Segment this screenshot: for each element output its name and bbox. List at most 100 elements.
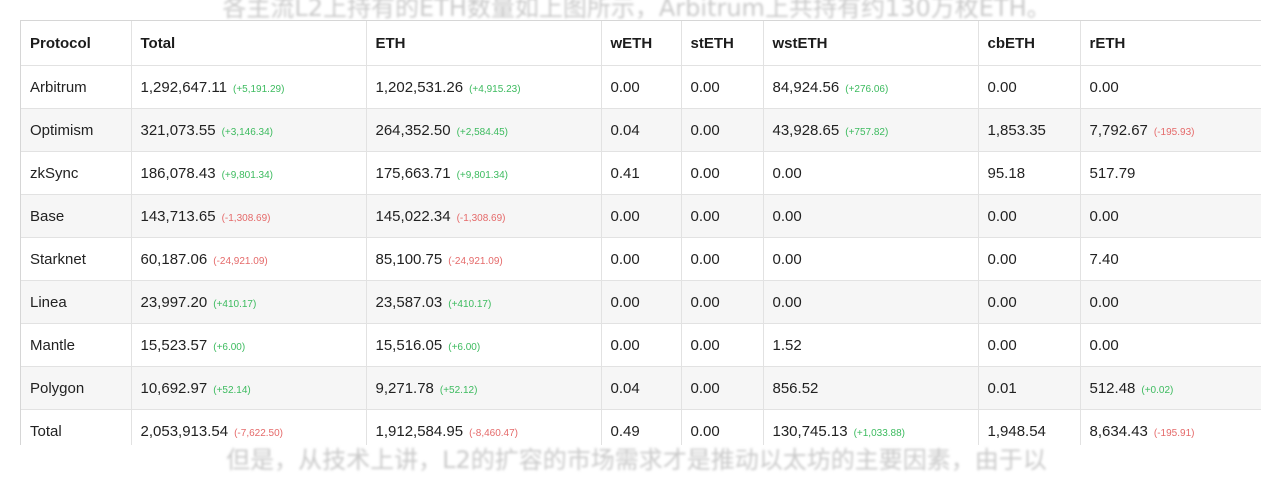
cell-wsteth: 0.00 [763, 194, 979, 238]
cell-eth: 175,663.71 (+9,801.34) [366, 151, 602, 195]
table-row: Arbitrum 1,292,647.11 (+5,191.29) 1,202,531… [21, 65, 1261, 109]
table-row: zkSync 186,078.43 (+9,801.34) 175,663.71 (+9… [21, 151, 1261, 195]
cell-eth: 1,202,531.26 (+4,915.23) [366, 65, 602, 109]
cell-cbeth: 0.00 [978, 280, 1081, 324]
cell-delta: (+9,801.34) [221, 169, 274, 181]
cell-value: 856.52 [772, 379, 819, 397]
cell-value: 186,078.43 [140, 164, 216, 182]
cell-value: 1,853.35 [987, 121, 1046, 139]
cell-eth: 1,912,584.95 (-8,460.47) [366, 409, 602, 445]
cell-delta: (-195.91) [1153, 427, 1195, 439]
cell-value: 0.00 [690, 164, 720, 182]
cell-wsteth: 43,928.65 (+757.82) [763, 108, 979, 152]
header-reth: rETH [1080, 21, 1261, 66]
cell-protocol: Base [21, 194, 132, 238]
cell-total: 1,292,647.11 (+5,191.29) [131, 65, 367, 109]
cell-delta: (+410.17) [213, 298, 257, 310]
cell-delta: (-1,308.69) [221, 212, 271, 224]
cell-total: 60,187.06 (-24,921.09) [131, 237, 367, 281]
cell-value: 0.04 [610, 121, 640, 139]
cell-reth: 0.00 [1080, 194, 1261, 238]
cell-value: 0.04 [610, 379, 640, 397]
cell-delta: (-7,622.50) [234, 427, 284, 439]
cell-reth: 0.00 [1080, 323, 1261, 367]
cell-value: 23,997.20 [140, 293, 208, 311]
cell-delta: (+6.00) [213, 341, 246, 353]
cell-value: 95.18 [987, 164, 1026, 182]
cell-protocol: Optimism [21, 108, 132, 152]
cell-value: 143,713.65 [140, 207, 216, 225]
header-protocol: Protocol [21, 21, 132, 66]
cell-value: 0.00 [772, 207, 802, 225]
cell-value: 0.00 [690, 336, 720, 354]
cell-delta: (-24,921.09) [213, 255, 268, 267]
header-eth: ETH [366, 21, 602, 66]
cell-protocol: Total [21, 409, 132, 445]
background-article-text-top: 各主流L2上持有的ETH数量如上图所示，Arbitrum上共持有约130万枚ET… [222, 0, 1051, 22]
cell-wsteth: 130,745.13 (+1,033.88) [763, 409, 979, 445]
cell-total: 23,997.20 (+410.17) [131, 280, 367, 324]
cell-eth: 145,022.34 (-1,308.69) [366, 194, 602, 238]
cell-value: 0.00 [690, 207, 720, 225]
cell-protocol: Arbitrum [21, 65, 132, 109]
cell-total: 2,053,913.54 (-7,622.50) [131, 409, 367, 445]
cell-weth: 0.00 [601, 323, 682, 367]
cell-value: 1,912,584.95 [375, 422, 464, 440]
cell-steth: 0.00 [681, 65, 764, 109]
cell-eth: 85,100.75 (-24,921.09) [366, 237, 602, 281]
cell-cbeth: 1,853.35 [978, 108, 1081, 152]
cell-reth: 7.40 [1080, 237, 1261, 281]
header-wsteth: wstETH [763, 21, 979, 66]
cell-delta: (+410.17) [448, 298, 492, 310]
cell-cbeth: 0.01 [978, 366, 1081, 410]
cell-eth: 23,587.03 (+410.17) [366, 280, 602, 324]
cell-reth: 7,792.67 (-195.93) [1080, 108, 1261, 152]
cell-wsteth: 0.00 [763, 237, 979, 281]
cell-wsteth: 0.00 [763, 280, 979, 324]
cell-value: 0.00 [690, 78, 720, 96]
cell-value: 2,053,913.54 [140, 422, 229, 440]
cell-value: 0.01 [987, 379, 1017, 397]
cell-total: 321,073.55 (+3,146.34) [131, 108, 367, 152]
cell-value: 43,928.65 [772, 121, 840, 139]
cell-weth: 0.00 [601, 237, 682, 281]
cell-value: 0.00 [610, 207, 640, 225]
cell-weth: 0.00 [601, 194, 682, 238]
cell-delta: (+276.06) [845, 83, 889, 95]
cell-total: 10,692.97 (+52.14) [131, 366, 367, 410]
cell-reth: 0.00 [1080, 280, 1261, 324]
cell-cbeth: 95.18 [978, 151, 1081, 195]
cell-steth: 0.00 [681, 194, 764, 238]
cell-eth: 15,516.05 (+6.00) [366, 323, 602, 367]
cell-value: 0.00 [987, 293, 1017, 311]
cell-weth: 0.41 [601, 151, 682, 195]
cell-value: 0.00 [690, 293, 720, 311]
cell-value: 0.00 [987, 336, 1017, 354]
cell-steth: 0.00 [681, 280, 764, 324]
cell-value: 23,587.03 [375, 293, 443, 311]
cell-cbeth: 0.00 [978, 323, 1081, 367]
cell-value: 145,022.34 [375, 207, 451, 225]
cell-weth: 0.04 [601, 108, 682, 152]
background-article-text-bottom: 但是，从技术上讲，L2的扩容的市场需求才是推动以太坊的主要因素，由于以 [226, 446, 1047, 474]
cell-cbeth: 1,948.54 [978, 409, 1081, 445]
cell-total: 143,713.65 (-1,308.69) [131, 194, 367, 238]
cell-value: 84,924.56 [772, 78, 840, 96]
cell-value: 517.79 [1089, 164, 1136, 182]
cell-delta: (+1,033.88) [853, 427, 906, 439]
cell-delta: (+4,915.23) [469, 83, 521, 95]
header-steth: stETH [681, 21, 764, 66]
cell-eth: 9,271.78 (+52.12) [366, 366, 602, 410]
cell-value: 9,271.78 [375, 379, 434, 397]
table-row: Polygon 10,692.97 (+52.14) 9,271.78 (+52.12)… [21, 366, 1261, 410]
cell-total: 186,078.43 (+9,801.34) [131, 151, 367, 195]
cell-weth: 0.00 [601, 280, 682, 324]
cell-delta: (+9,801.34) [456, 169, 509, 181]
cell-delta: (+757.82) [845, 126, 889, 138]
cell-value: 0.00 [987, 250, 1017, 268]
cell-value: 15,523.57 [140, 336, 208, 354]
cell-total: 15,523.57 (+6.00) [131, 323, 367, 367]
cell-value: 321,073.55 [140, 121, 216, 139]
cell-value: 60,187.06 [140, 250, 208, 268]
cell-value: 1,292,647.11 [140, 78, 227, 96]
